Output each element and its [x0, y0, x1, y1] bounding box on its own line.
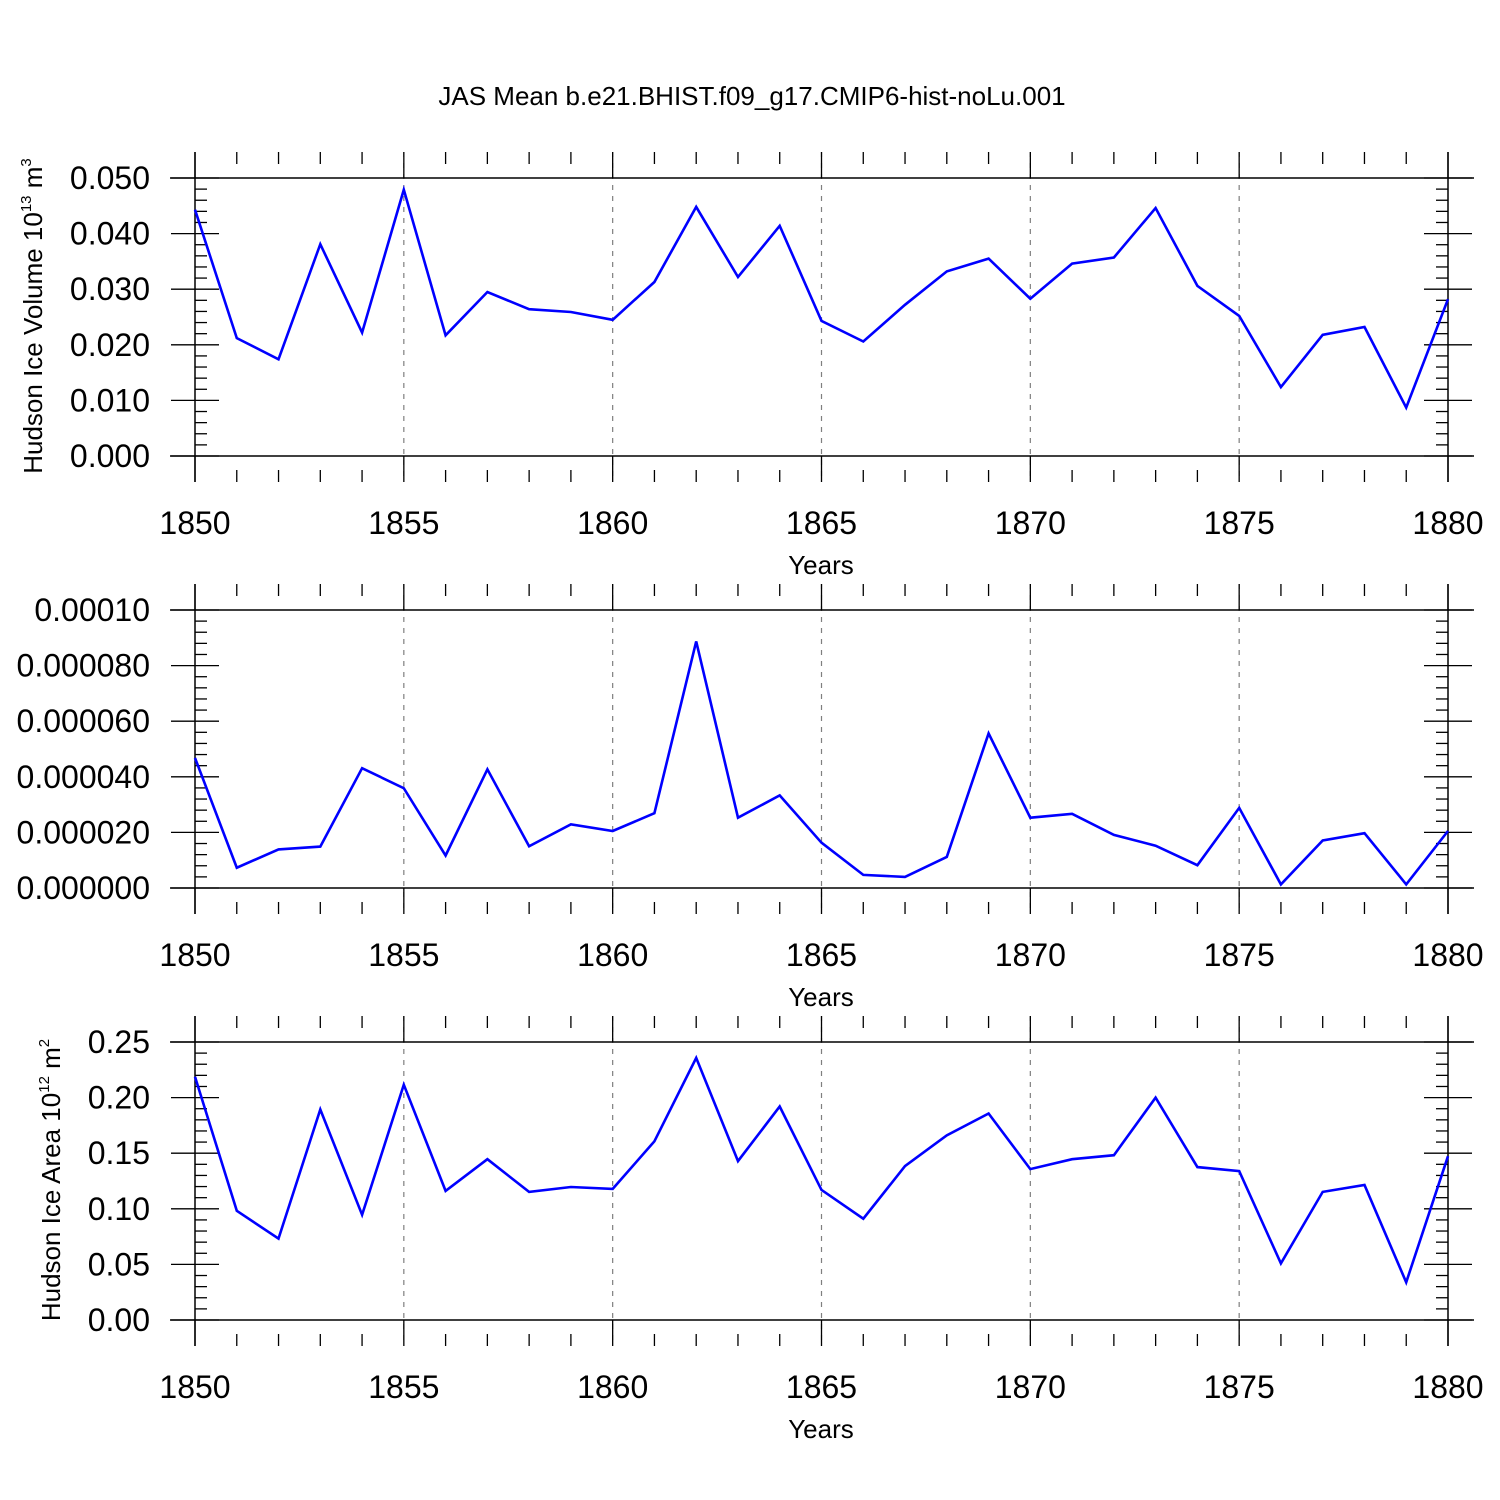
x-axis-label-volume: Years	[788, 550, 854, 580]
y-tick-label-area: 0.15	[88, 1135, 150, 1171]
figure-title: JAS Mean b.e21.BHIST.f09_g17.CMIP6-hist-…	[438, 81, 1065, 111]
y-tick-label-volume: 0.040	[70, 216, 150, 252]
y-tick-label-area: 0.10	[88, 1191, 150, 1227]
x-tick-label-secondary: 1850	[159, 937, 230, 973]
y-tick-label-area: 0.25	[88, 1024, 150, 1060]
y-tick-label-volume: 0.050	[70, 160, 150, 196]
x-tick-label-volume: 1880	[1412, 505, 1483, 541]
y-axis-label-area-exp: 12	[36, 1076, 53, 1093]
x-tick-label-secondary: 1870	[995, 937, 1066, 973]
x-tick-label-secondary: 1860	[577, 937, 648, 973]
x-tick-label-area: 1860	[577, 1369, 648, 1405]
y-axis-label-volume: Hudson Ice Volume 1013 m3	[18, 158, 48, 474]
x-tick-label-volume: 1860	[577, 505, 648, 541]
y-tick-label-secondary: 0.000020	[17, 814, 150, 850]
y-axis-label-volume-main: Hudson Ice Volume 10	[18, 212, 48, 474]
y-tick-label-volume: 0.000	[70, 438, 150, 474]
x-tick-label-volume: 1870	[995, 505, 1066, 541]
x-tick-label-volume: 1865	[786, 505, 857, 541]
x-tick-label-secondary: 1880	[1412, 937, 1483, 973]
y-tick-label-area: 0.00	[88, 1302, 150, 1338]
data-line-area	[193, 1054, 1450, 1286]
y-tick-label-secondary: 0.000040	[17, 759, 150, 795]
y-axis-label-volume-exp: 13	[18, 195, 35, 212]
y-tick-label-secondary: 0.000060	[17, 703, 150, 739]
x-tick-label-area: 1865	[786, 1369, 857, 1405]
secondary-plot: 0.000000 0.000020 0.000040 0.000060 0.000080…	[17, 584, 1484, 973]
x-tick-label-secondary: 1875	[1204, 937, 1275, 973]
ice-area-plot: 0.00 0.05 0.10 0.15 0.20 0.25 1850 1855 1860 1865…	[88, 1016, 1484, 1405]
x-tick-label-area: 1875	[1204, 1369, 1275, 1405]
y-axis-label-volume-unit-exp: 3	[18, 158, 35, 166]
y-axis-label-area: Hudson Ice Area 1012 m2	[36, 1039, 66, 1321]
x-tick-label-volume: 1875	[1204, 505, 1275, 541]
y-tick-label-volume: 0.020	[70, 327, 150, 363]
x-tick-label-secondary: 1855	[368, 937, 439, 973]
y-tick-label-area: 0.20	[88, 1080, 150, 1116]
y-tick-label-volume: 0.010	[70, 382, 150, 418]
x-tick-label-area: 1855	[368, 1369, 439, 1405]
y-axis-label-volume-unit: m	[18, 167, 48, 196]
y-axis-label-area-main: Hudson Ice Area 10	[36, 1093, 66, 1321]
y-axis-label-area-unit-exp: 2	[36, 1039, 53, 1047]
y-axis-label-area-unit: m	[36, 1047, 66, 1076]
y-tick-label-secondary: 0.000080	[17, 648, 150, 684]
ice-volume-plot: 0.000 0.010 0.020 0.030 0.040 0.050 1850 1855 18…	[70, 152, 1484, 541]
x-tick-label-volume: 1850	[159, 505, 230, 541]
x-tick-label-area: 1880	[1412, 1369, 1483, 1405]
y-tick-label-secondary: 0.000000	[17, 870, 150, 906]
y-tick-label-area: 0.05	[88, 1246, 150, 1282]
x-tick-label-secondary: 1865	[786, 937, 857, 973]
x-tick-label-area: 1870	[995, 1369, 1066, 1405]
x-axis-label-secondary: Years	[788, 982, 854, 1012]
y-tick-label-volume: 0.030	[70, 271, 150, 307]
x-tick-label-area: 1850	[159, 1369, 230, 1405]
x-axis-label-area: Years	[788, 1414, 854, 1444]
y-tick-label-secondary: 0.00010	[34, 592, 150, 628]
data-line-secondary	[193, 641, 1450, 887]
x-tick-label-volume: 1855	[368, 505, 439, 541]
